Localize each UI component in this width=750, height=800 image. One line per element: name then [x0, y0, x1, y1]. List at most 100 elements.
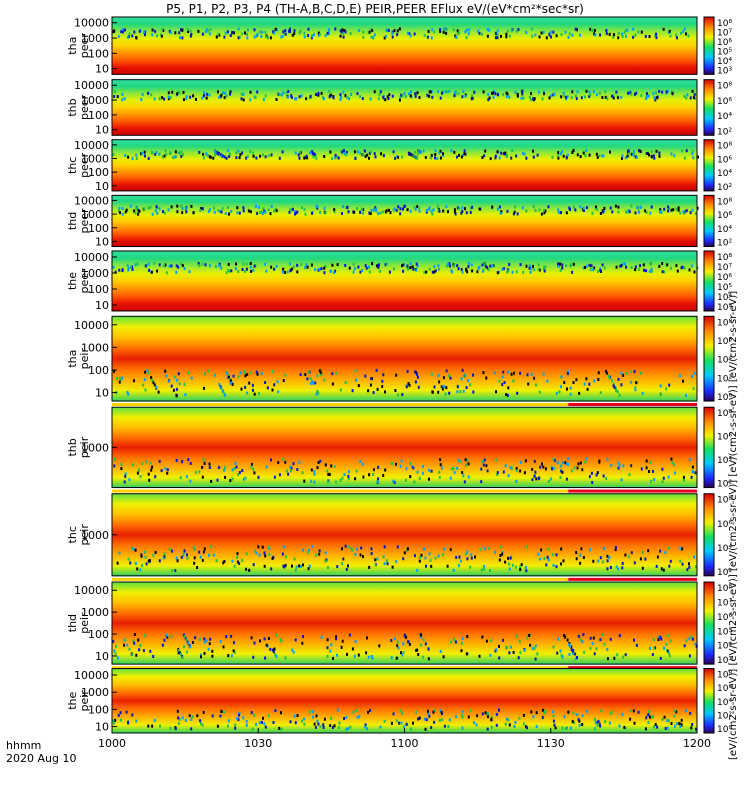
colorbar-tick-label: 10⁷ [717, 263, 732, 273]
low-count-noise [113, 457, 697, 484]
colorbar-tick-label: 10³ [717, 303, 732, 313]
colorbar-tick-label: 10⁸ [717, 19, 732, 29]
colorbar [703, 581, 715, 665]
colorbar-tick-label: 10⁸ [717, 82, 732, 92]
mode-bar-high [568, 489, 697, 493]
y-tick-label: 1000 [81, 152, 109, 165]
y-tick-label: 10000 [74, 584, 109, 597]
date-label: 2020 Aug 10 [6, 752, 77, 765]
colorbar-tick-labels: 10⁸ 10⁶ 10⁴ 10² [717, 82, 732, 138]
panel-frame [111, 250, 698, 312]
colorbar-tick-label: 10⁴ [717, 356, 732, 366]
y-tick-label: 1000 [81, 208, 109, 221]
spectrogram-image [112, 250, 697, 311]
colorbar-tick-label: 10⁸ [717, 253, 732, 263]
colorbar-tick-labels: 10⁸ 10⁶ 10⁴ 10² [717, 409, 732, 489]
y-tick-label: 1000 [81, 94, 109, 107]
mode-bar-low [112, 577, 569, 581]
y-tick-label: 100 [88, 364, 109, 377]
y-tick-label: 100 [88, 628, 109, 641]
colorbar-tick-label: 10² [717, 127, 732, 137]
y-axis-label: thcpeir [66, 524, 91, 546]
colorbar-tick-label: 10⁶ [717, 613, 732, 623]
mode-bar-low [112, 403, 569, 407]
colorbar-tick-label: 10⁴ [717, 57, 732, 67]
panel-frame [111, 79, 698, 136]
colorbar-tick-labels: 10⁸ 10⁶ 10⁴ 10² [717, 496, 732, 578]
y-tick-label: 10 [95, 387, 109, 400]
colorbar-tick-label: 10⁷ [717, 28, 732, 38]
spectrogram-image [112, 316, 697, 402]
y-tick-label: 100 [88, 109, 109, 122]
low-count-noise [112, 261, 699, 275]
colorbar-tick-label: 10⁵ [717, 47, 732, 57]
low-count-noise [112, 708, 697, 731]
colorbar-tick-label: 10² [717, 711, 732, 721]
colorbar-tick-label: 10⁸ [717, 318, 732, 328]
y-axis-label: thepeer [66, 268, 91, 294]
y-tick-label: 1000 [81, 32, 109, 45]
y-tick-labels: 1000 [81, 529, 117, 542]
panel-frame [111, 16, 698, 75]
x-tick-label: 1000 [98, 737, 126, 750]
panel-the-peir: 10 100 1000 10000 thepeir 10⁸ 10⁶ 10⁴ 10² 10⁰ [66, 668, 732, 735]
colorbar-tick-label: 10² [717, 183, 732, 193]
y-tick-label: 100 [88, 222, 109, 235]
y-tick-label: 10 [95, 299, 109, 312]
colorbar-tick-label: 10³ [717, 656, 732, 666]
colorbar-tick-label: 10⁶ [717, 97, 732, 107]
panel-frame [111, 139, 698, 192]
low-count-noise [112, 148, 699, 161]
colorbar-tick-labels: 10⁸ 10⁶ 10⁴ 10² 10⁰ [717, 318, 732, 403]
colorbar-tick-label: 10² [717, 568, 732, 578]
y-tick-label: 10 [95, 235, 109, 248]
colorbar-tick-labels: 10⁸ 10⁶ 10⁴ 10² [717, 142, 732, 193]
colorbar-tick-label: 10⁶ [717, 273, 732, 283]
colorbar-tick-label: 10⁰ [717, 725, 732, 735]
colorbar-tick-label: 10⁴ [717, 112, 732, 122]
colorbar [703, 315, 715, 402]
low-count-noise [113, 89, 696, 102]
colorbar [703, 79, 715, 136]
colorbar-tick-label: 10⁴ [717, 544, 732, 554]
y-tick-label: 10 [95, 650, 109, 663]
y-tick-label: 10000 [74, 194, 109, 207]
x-tick-label: 1100 [391, 737, 419, 750]
y-tick-label: 100 [88, 703, 109, 716]
colorbar [703, 668, 715, 734]
y-tick-label: 1000 [81, 606, 109, 619]
colorbar-tick-label: 10⁸ [717, 197, 732, 207]
mode-bar-high [568, 577, 697, 581]
y-axis-label: thapeer [66, 33, 91, 59]
mode-bar-high [568, 403, 697, 407]
y-axis-label: thdpeer [66, 208, 91, 234]
spectrogram-image [112, 407, 697, 488]
colorbar-tick-label: 10² [717, 480, 732, 490]
y-axis-label: thdpeir [66, 612, 91, 634]
colorbar [703, 16, 715, 75]
colorbar-tick-label: 10⁴ [717, 698, 732, 708]
y-tick-label: 1000 [81, 441, 109, 454]
colorbar-unit-label: [eV/(cm2-s-sr-eV)] [eV/(cm2-s-sr-eV)] [e… [728, 290, 739, 760]
mode-bar-low [112, 489, 569, 493]
colorbar-tick-labels: 10⁸ 10⁶ 10⁴ 10² [717, 197, 732, 248]
low-count-noise [112, 27, 690, 40]
colorbar-tick-label: 10³ [717, 66, 732, 76]
spectrogram-image [112, 79, 697, 136]
y-tick-label: 10 [95, 721, 109, 734]
low-count-noise [118, 204, 699, 216]
x-tick-label: 1130 [537, 737, 565, 750]
spectrogram-image [112, 493, 697, 576]
colorbar-tick-label: 10⁰ [717, 393, 732, 403]
x-tick-label: 1200 [683, 737, 711, 750]
